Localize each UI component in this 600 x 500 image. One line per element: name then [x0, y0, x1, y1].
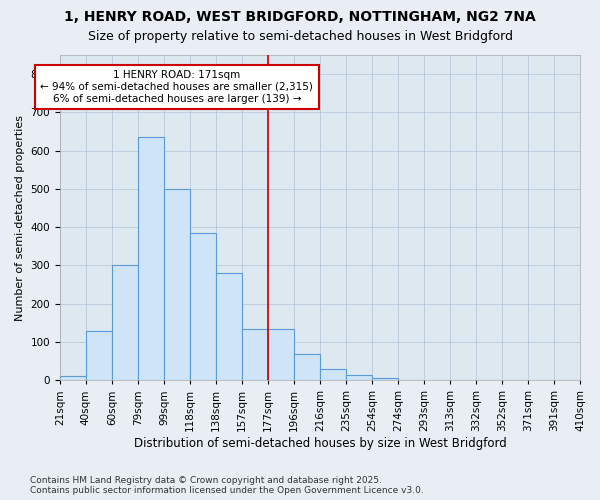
Bar — [138, 138, 164, 380]
Bar — [216, 273, 242, 380]
Bar — [112, 266, 138, 380]
Text: Size of property relative to semi-detached houses in West Bridgford: Size of property relative to semi-detach… — [88, 30, 512, 43]
Bar — [190, 233, 216, 380]
Bar — [346, 374, 372, 380]
Text: 1 HENRY ROAD: 171sqm
← 94% of semi-detached houses are smaller (2,315)
6% of sem: 1 HENRY ROAD: 171sqm ← 94% of semi-detac… — [40, 70, 313, 104]
Text: Contains HM Land Registry data © Crown copyright and database right 2025.
Contai: Contains HM Land Registry data © Crown c… — [30, 476, 424, 495]
Text: 1, HENRY ROAD, WEST BRIDGFORD, NOTTINGHAM, NG2 7NA: 1, HENRY ROAD, WEST BRIDGFORD, NOTTINGHA… — [64, 10, 536, 24]
Bar — [372, 378, 398, 380]
X-axis label: Distribution of semi-detached houses by size in West Bridgford: Distribution of semi-detached houses by … — [134, 437, 506, 450]
Bar — [86, 330, 112, 380]
Bar — [294, 354, 320, 380]
Bar — [268, 328, 294, 380]
Bar — [60, 376, 86, 380]
Bar — [320, 369, 346, 380]
Bar — [164, 189, 190, 380]
Y-axis label: Number of semi-detached properties: Number of semi-detached properties — [15, 114, 25, 320]
Bar — [242, 328, 268, 380]
